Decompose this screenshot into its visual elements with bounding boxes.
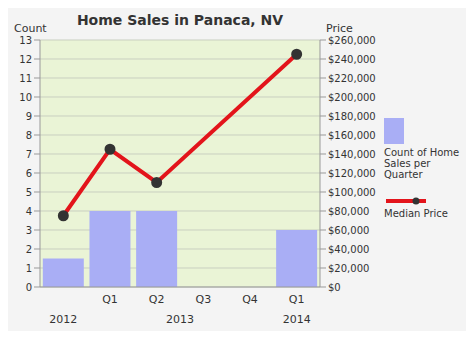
html-text:Count: Count xyxy=(14,22,47,35)
svg-text:7: 7 xyxy=(26,149,32,160)
svg-text:$260,000: $260,000 xyxy=(328,35,376,46)
svg-text:$240,000: $240,000 xyxy=(328,54,376,65)
svg-text:$180,000: $180,000 xyxy=(328,111,376,122)
svg-text:4: 4 xyxy=(26,206,32,217)
svg-text:2013: 2013 xyxy=(166,313,194,326)
svg-text:13: 13 xyxy=(19,35,32,46)
html-text:Count of Home Sales per Quarte: Count of Home Sales per Quarter xyxy=(384,147,460,180)
svg-text:3: 3 xyxy=(26,225,32,236)
svg-text:$40,000: $40,000 xyxy=(328,244,369,255)
svg-text:6: 6 xyxy=(26,168,32,179)
svg-text:Q2: Q2 xyxy=(149,293,165,306)
svg-text:$20,000: $20,000 xyxy=(328,263,369,274)
svg-text:$140,000: $140,000 xyxy=(328,149,376,160)
svg-text:12: 12 xyxy=(19,54,32,65)
svg-text:2012: 2012 xyxy=(49,313,77,326)
svg-text:11: 11 xyxy=(19,73,32,84)
svg-text:1: 1 xyxy=(26,263,32,274)
svg-text:Q1: Q1 xyxy=(102,293,118,306)
svg-text:9: 9 xyxy=(26,111,32,122)
html-text:Price: Price xyxy=(326,22,353,35)
html-text:Median Price: Median Price xyxy=(384,208,448,219)
svg-text:$220,000: $220,000 xyxy=(328,73,376,84)
svg-text:$60,000: $60,000 xyxy=(328,225,369,236)
svg-text:$80,000: $80,000 xyxy=(328,206,369,217)
svg-text:0: 0 xyxy=(26,282,32,293)
svg-text:8: 8 xyxy=(26,130,32,141)
html-text:Home Sales in Panaca, NV: Home Sales in Panaca, NV xyxy=(76,12,284,28)
svg-text:5: 5 xyxy=(26,187,32,198)
svg-text:2014: 2014 xyxy=(283,313,311,326)
svg-text:$120,000: $120,000 xyxy=(328,168,376,179)
svg-text:Q3: Q3 xyxy=(195,293,211,306)
svg-text:Q4: Q4 xyxy=(242,293,258,306)
svg-text:$200,000: $200,000 xyxy=(328,92,376,103)
svg-text:2: 2 xyxy=(26,244,32,255)
svg-text:$100,000: $100,000 xyxy=(328,187,376,198)
svg-text:10: 10 xyxy=(19,92,32,103)
svg-text:$160,000: $160,000 xyxy=(328,130,376,141)
svg-text:$0: $0 xyxy=(328,282,341,293)
svg-text:Q1: Q1 xyxy=(289,293,305,306)
